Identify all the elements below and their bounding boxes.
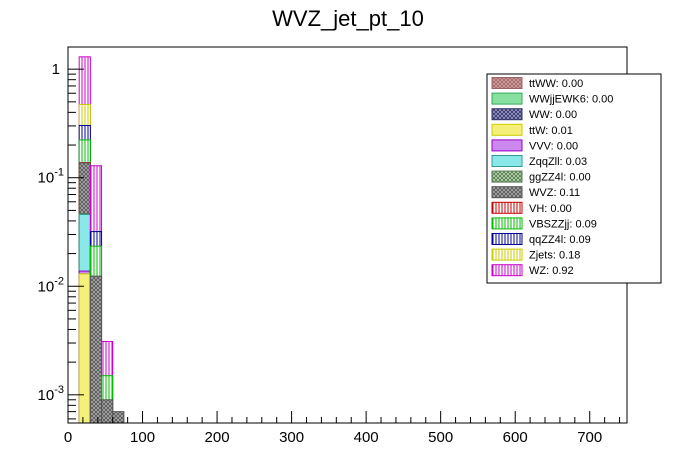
x-tick-label: 700 (577, 429, 602, 446)
y-tick-label: 10-1 (38, 167, 64, 187)
axes: 0 100 200 300 400 500 600 700 10-3 10-2 10-1 1 (38, 61, 621, 446)
legend-label-ggzz4l: ggZZ4l: 0.00 (529, 172, 591, 184)
legend-label-ttww: ttWW: 0.00 (529, 78, 583, 90)
legend-swatch-wvz (491, 186, 523, 199)
bar-wvz-bin-3 (112, 411, 125, 424)
legend-label-wz: WZ: 0.92 (529, 265, 574, 277)
legend-label-wvz: WVZ: 0.11 (529, 187, 580, 199)
bar-wvz-bin-1 (89, 275, 103, 424)
legend-swatch-wz (491, 264, 523, 277)
legend-label-zqqzll: ZqqZll: 0.03 (529, 156, 587, 168)
chart-title: WVZ_jet_pt_10 (272, 6, 424, 31)
legend-swatch-zqqzll (491, 155, 523, 167)
legend-swatch-vbszzjj (491, 217, 523, 230)
legend-label-vvv: VVV: 0.00 (529, 140, 578, 152)
legend-swatch-ttw (491, 123, 523, 136)
legend-swatch-ww (491, 108, 523, 121)
legend-label-zjets: Zjets: 0.18 (529, 250, 580, 262)
legend-swatch-wwjjewk6 (491, 92, 523, 105)
x-tick-label: 600 (503, 429, 528, 446)
y-tick-label: 10-2 (38, 275, 64, 295)
x-tick-label: 400 (354, 429, 379, 446)
x-tick-label: 0 (64, 429, 72, 446)
legend-swatch-ggzz4l (491, 170, 523, 183)
legend-label-ww: WW: 0.00 (529, 109, 577, 121)
legend-swatch-vh (491, 201, 523, 214)
legend-label-qqzz4l: qqZZ4l: 0.09 (529, 234, 591, 246)
legend-swatch-vvv (491, 139, 523, 152)
y-tick-label: 10-3 (38, 384, 64, 404)
y-tick-label: 1 (52, 61, 60, 78)
x-tick-label: 300 (279, 429, 304, 446)
legend-swatch-zjets (491, 248, 523, 261)
bar-ttw-bin-0 (78, 273, 91, 424)
x-tick-label: 100 (130, 429, 155, 446)
legend: ttWW: 0.00 WWjjEWK6: 0.00 WW: 0.00 ttW: 0.0… (486, 73, 662, 284)
legend-label-vh: VH: 0.00 (529, 203, 572, 215)
legend-swatch-qqzz4l (491, 233, 523, 245)
x-tick-label: 500 (428, 429, 453, 446)
legend-swatch-ttww (491, 77, 523, 89)
legend-label-vbszzjj: VBSZZjj: 0.09 (529, 218, 597, 230)
bars-layer (78, 56, 125, 424)
x-tick-label: 200 (205, 429, 230, 446)
legend-label-wwjjewk6: WWjjEWK6: 0.00 (529, 94, 613, 106)
legend-label-ttw: ttW: 0.01 (529, 125, 573, 137)
bar-wvz-bin-2 (101, 399, 114, 424)
